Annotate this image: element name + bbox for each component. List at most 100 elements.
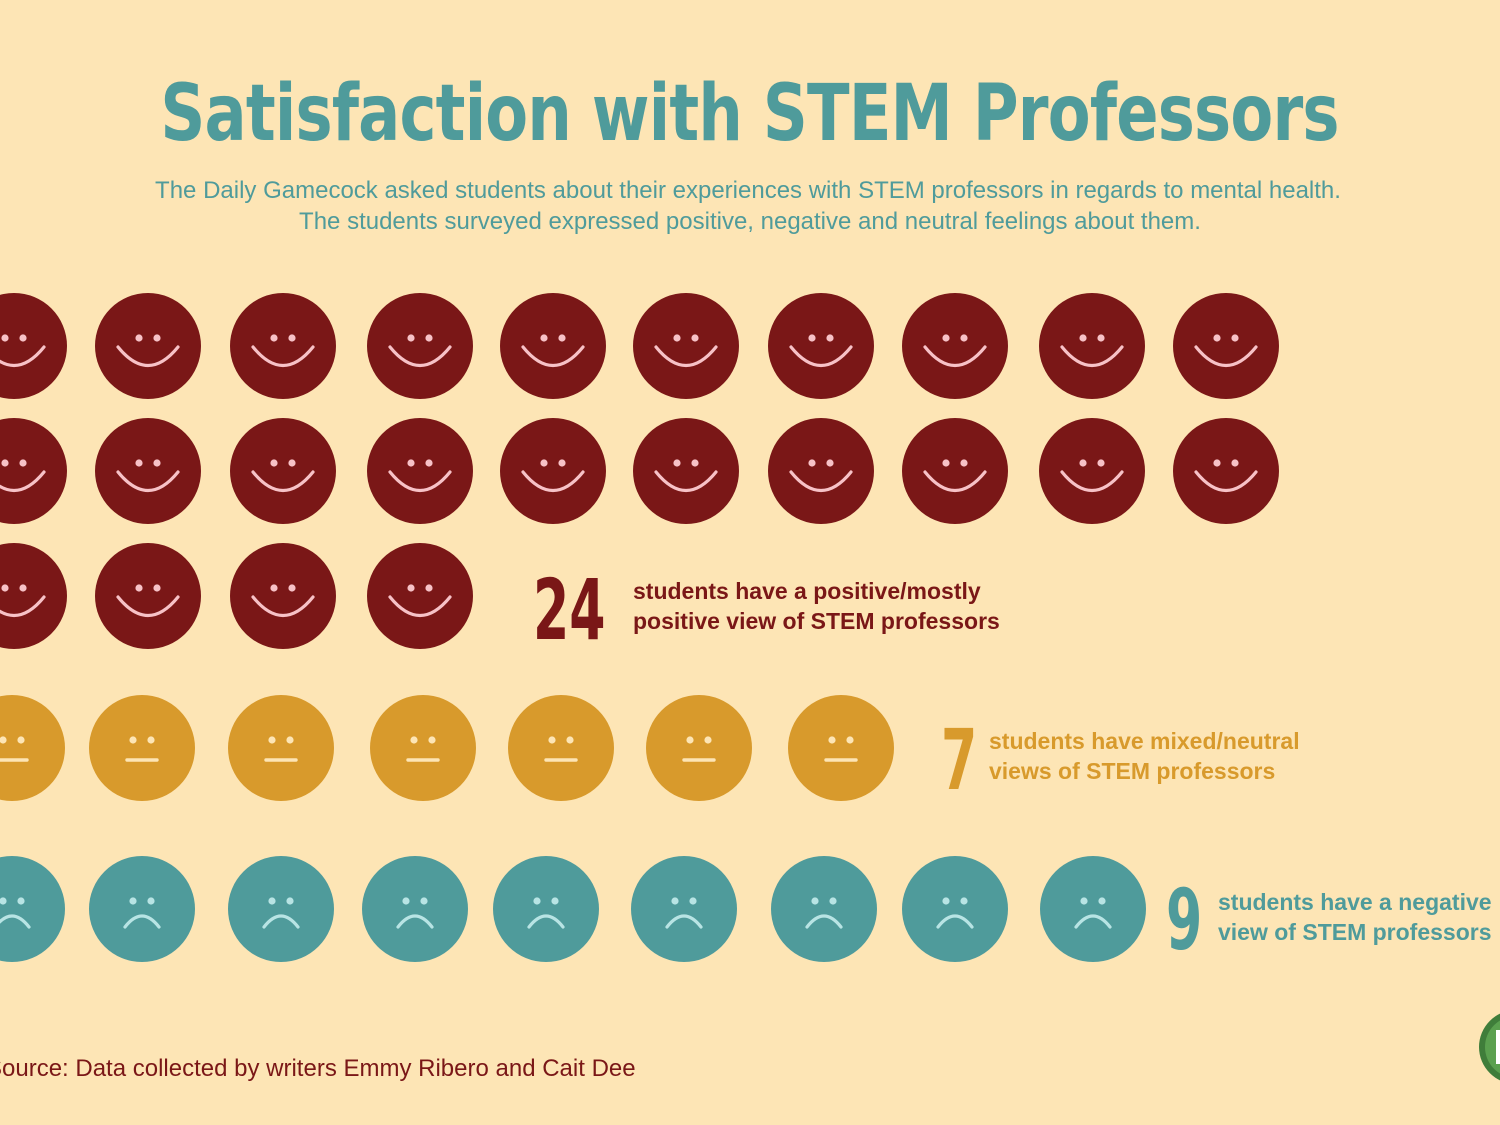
negative-face-circle bbox=[362, 856, 468, 962]
eye-icon bbox=[960, 897, 968, 905]
eye-icon bbox=[673, 334, 681, 342]
positive-face-circle bbox=[230, 543, 336, 649]
eye-icon bbox=[135, 459, 143, 467]
positive-face-circle bbox=[230, 418, 336, 524]
neutral-face-circle bbox=[228, 695, 334, 801]
eye-icon bbox=[407, 584, 415, 592]
negative-face-7 bbox=[771, 856, 877, 962]
neutral-face-circle bbox=[646, 695, 752, 801]
neutral-face-1 bbox=[0, 695, 65, 801]
eye-icon bbox=[129, 736, 137, 744]
neutral-face-circle bbox=[788, 695, 894, 801]
positive-mouth bbox=[0, 345, 46, 368]
neutral-description: students have mixed/neutral views of STE… bbox=[989, 726, 1300, 786]
positive-face-20 bbox=[1173, 418, 1279, 524]
eye-icon bbox=[425, 459, 433, 467]
eye-icon bbox=[942, 334, 950, 342]
positive-face-circle bbox=[230, 293, 336, 399]
eye-icon bbox=[428, 736, 436, 744]
negative-face-circle bbox=[771, 856, 877, 962]
eye-icon bbox=[1, 459, 9, 467]
positive-mouth bbox=[654, 345, 718, 368]
eye-icon bbox=[1098, 897, 1106, 905]
positive-mouth bbox=[1060, 345, 1124, 368]
negative-face-circle bbox=[1040, 856, 1146, 962]
positive-description-line-2: positive view of STEM professors bbox=[633, 608, 1000, 634]
positive-face-circle bbox=[500, 418, 606, 524]
eye-icon bbox=[691, 459, 699, 467]
neutral-face-circle bbox=[370, 695, 476, 801]
positive-face-circle bbox=[95, 543, 201, 649]
positive-face-circle bbox=[367, 418, 473, 524]
positive-face-14 bbox=[367, 418, 473, 524]
eye-icon bbox=[407, 334, 415, 342]
eye-icon bbox=[828, 736, 836, 744]
eye-icon bbox=[551, 897, 559, 905]
positive-face-3 bbox=[230, 293, 336, 399]
gamecock-logo-icon bbox=[1479, 1013, 1500, 1081]
positive-mouth bbox=[388, 345, 452, 368]
eye-icon bbox=[147, 897, 155, 905]
negative-mouth bbox=[805, 914, 843, 929]
positive-mouth bbox=[1060, 470, 1124, 493]
eye-icon bbox=[1231, 334, 1239, 342]
neutral-count: 7 bbox=[941, 711, 978, 809]
negative-mouth bbox=[936, 914, 974, 929]
eye-icon bbox=[540, 334, 548, 342]
positive-mouth bbox=[388, 595, 452, 618]
positive-face-circle bbox=[0, 543, 67, 649]
eye-icon bbox=[1097, 334, 1105, 342]
neutral-description-line-1: students have mixed/neutral bbox=[989, 728, 1300, 754]
eye-icon bbox=[0, 897, 7, 905]
positive-face-circle bbox=[1173, 418, 1279, 524]
positive-face-18 bbox=[902, 418, 1008, 524]
negative-face-circle bbox=[89, 856, 195, 962]
eye-icon bbox=[686, 736, 694, 744]
positive-face-circle bbox=[367, 293, 473, 399]
eye-icon bbox=[673, 459, 681, 467]
eye-icon bbox=[0, 736, 7, 744]
eye-icon bbox=[548, 736, 556, 744]
positive-face-24 bbox=[367, 543, 473, 649]
chart-title: Satisfaction with STEM Professors bbox=[160, 69, 1339, 159]
positive-mouth bbox=[251, 595, 315, 618]
positive-face-19 bbox=[1039, 418, 1145, 524]
positive-face-10 bbox=[1173, 293, 1279, 399]
eye-icon bbox=[19, 584, 27, 592]
eye-icon bbox=[17, 736, 25, 744]
eye-icon bbox=[808, 459, 816, 467]
eye-icon bbox=[19, 459, 27, 467]
negative-face-9 bbox=[1040, 856, 1146, 962]
negative-face-circle bbox=[902, 856, 1008, 962]
negative-mouth bbox=[665, 914, 703, 929]
eye-icon bbox=[808, 334, 816, 342]
positive-face-circle bbox=[1039, 293, 1145, 399]
eye-icon bbox=[558, 459, 566, 467]
positive-face-16 bbox=[633, 418, 739, 524]
negative-description-line-2: view of STEM professors bbox=[1218, 919, 1492, 945]
positive-mouth bbox=[1194, 345, 1258, 368]
eye-icon bbox=[689, 897, 697, 905]
positive-mouth bbox=[251, 470, 315, 493]
positive-face-circle bbox=[902, 293, 1008, 399]
subtitle-line-2: The students surveyed expressed positive… bbox=[299, 208, 1201, 235]
positive-face-12 bbox=[95, 418, 201, 524]
positive-mouth bbox=[116, 595, 180, 618]
positive-face-22 bbox=[95, 543, 201, 649]
positive-face-circle bbox=[902, 418, 1008, 524]
positive-mouth bbox=[521, 345, 585, 368]
negative-face-1 bbox=[0, 856, 65, 962]
eye-icon bbox=[960, 459, 968, 467]
negative-face-3 bbox=[228, 856, 334, 962]
neutral-face-6 bbox=[646, 695, 752, 801]
eye-icon bbox=[1, 584, 9, 592]
positive-face-circle bbox=[1039, 418, 1145, 524]
positive-mouth bbox=[0, 470, 46, 493]
neutral-face-3 bbox=[228, 695, 334, 801]
positive-face-circle bbox=[0, 418, 67, 524]
neutral-face-7 bbox=[788, 695, 894, 801]
eye-icon bbox=[1097, 459, 1105, 467]
negative-mouth bbox=[527, 914, 565, 929]
positive-face-11 bbox=[0, 418, 67, 524]
